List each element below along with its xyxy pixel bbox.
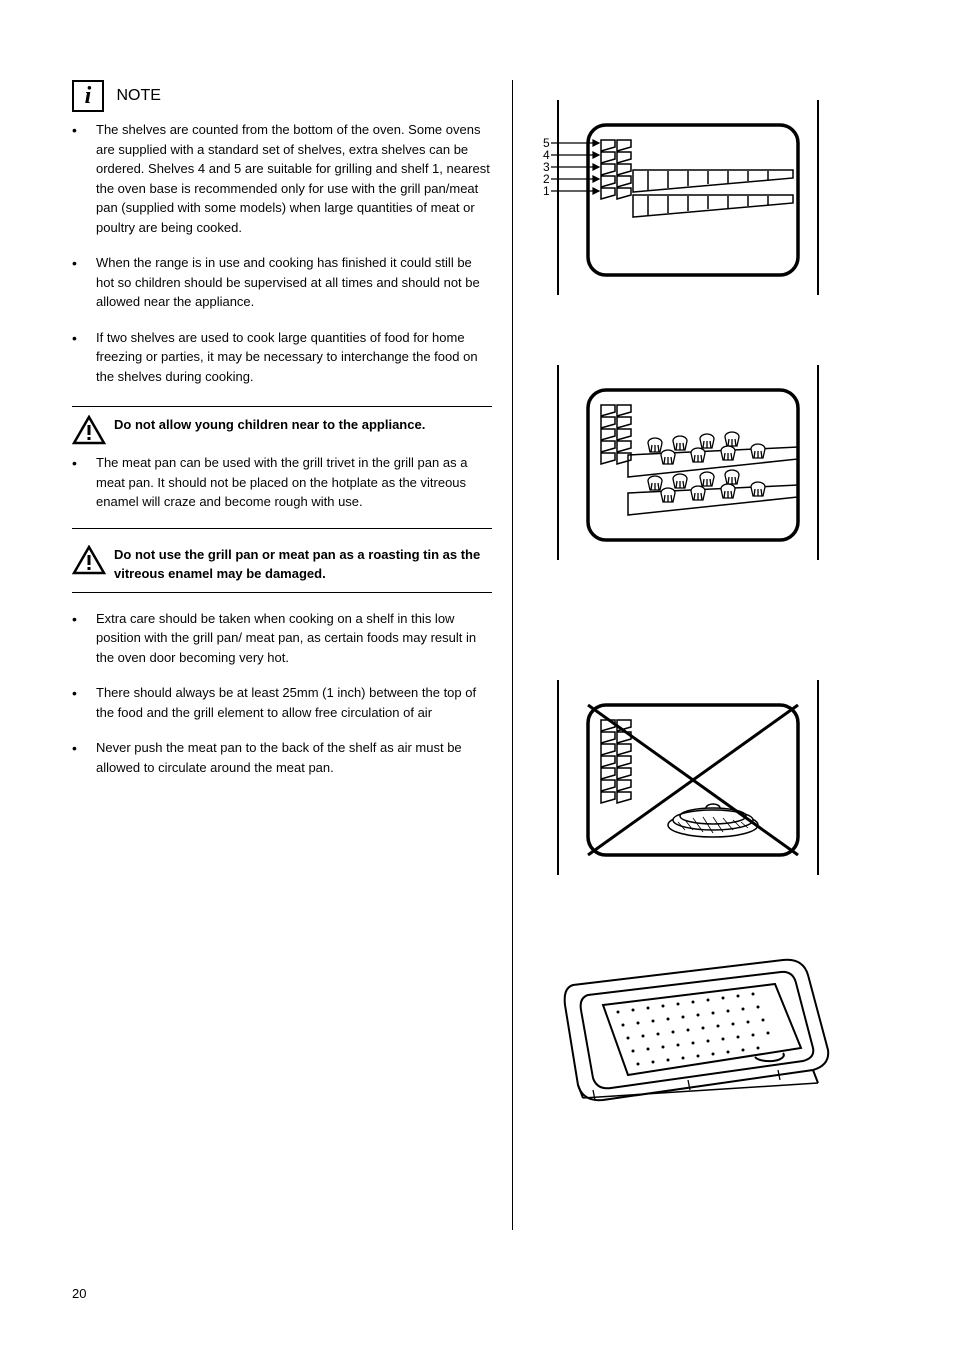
note-bullet-1: • The shelves are counted from the botto… [72,120,492,237]
note-title: NOTE [116,87,160,104]
muffins-illustration [533,365,886,560]
note-section: i NOTE • The shelves are counted from th… [72,80,492,386]
note-bullet-2: • When the range is in use and cooking h… [72,253,492,312]
warning-2-bullet-2: • There should always be at least 25mm (… [72,683,492,722]
warning-block-2: Do not use the grill pan or meat pan as … [72,545,492,778]
warning-1-text: Do not allow young children near to the … [114,415,425,435]
warning-icon [72,415,106,445]
note-bullet-3: • If two shelves are used to cook large … [72,328,492,387]
warning-1-bullet-1: • The meat pan can be used with the gril… [72,453,492,512]
dish-floor-crossed-illustration [533,680,886,890]
svg-text:1: 1 [543,184,550,198]
warning-icon [72,545,106,575]
warning-2-text: Do not use the grill pan or meat pan as … [114,545,492,584]
info-icon: i [72,80,104,112]
warning-2-bullet-1: • Extra care should be taken when cookin… [72,609,492,668]
page-number: 20 [72,1286,86,1301]
meat-pan-illustration [533,930,886,1120]
warning-block-1: Do not allow young children near to the … [72,406,492,529]
warning-2-bullet-3: • Never push the meat pan to the back of… [72,738,492,777]
oven-shelves-illustration: 5 4 3 2 1 [533,100,886,295]
